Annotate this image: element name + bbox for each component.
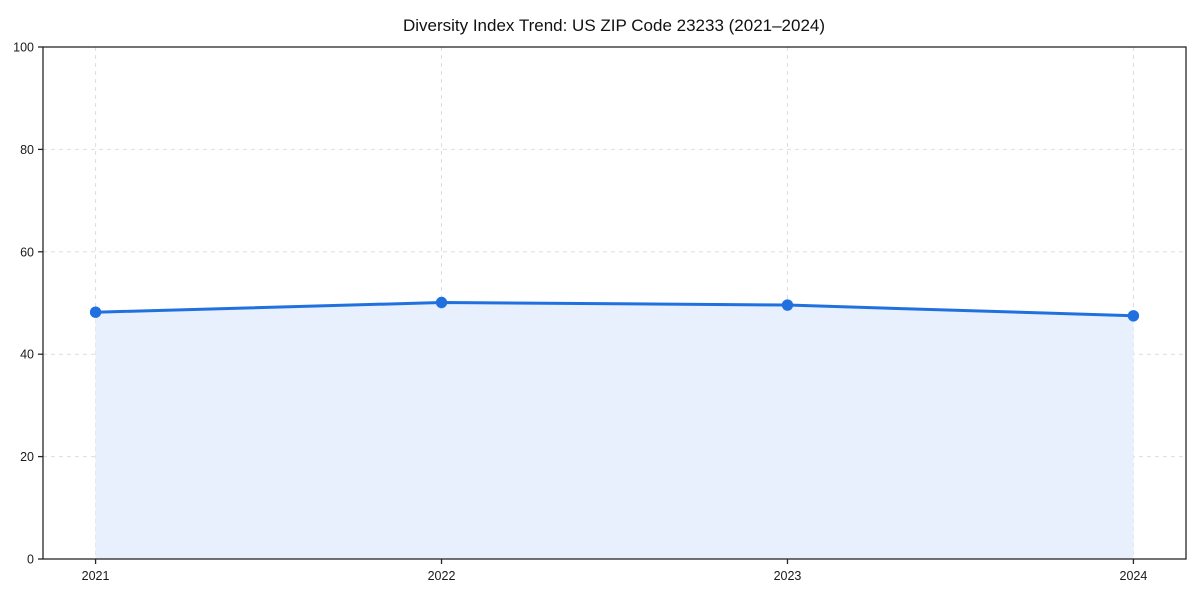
data-point-2021 bbox=[89, 306, 102, 318]
y-tick-label: 20 bbox=[20, 450, 34, 464]
data-point-2022 bbox=[435, 296, 448, 309]
area-fill bbox=[95, 302, 1134, 559]
plot-area: 0 20 40 60 80 100 2021 2022 2023 2024 bbox=[13, 41, 1187, 583]
x-tick-label: 2021 bbox=[82, 569, 110, 583]
plot-border bbox=[42, 46, 1187, 560]
y-tick-label: 0 bbox=[27, 553, 34, 567]
x-tick-label: 2022 bbox=[428, 569, 456, 583]
x-tick-label: 2023 bbox=[774, 569, 802, 583]
x-tick-label: 2024 bbox=[1120, 569, 1148, 583]
y-tick-label: 80 bbox=[20, 143, 34, 157]
y-tick-label: 100 bbox=[13, 41, 34, 55]
y-tick-label: 40 bbox=[20, 348, 34, 362]
data-point-2023 bbox=[781, 299, 794, 311]
y-tick-label: 60 bbox=[20, 245, 34, 259]
chart-title: Diversity Index Trend: US ZIP Code 23233… bbox=[403, 16, 825, 35]
trend-line bbox=[94, 300, 1135, 318]
data-point-2024 bbox=[1127, 310, 1140, 322]
